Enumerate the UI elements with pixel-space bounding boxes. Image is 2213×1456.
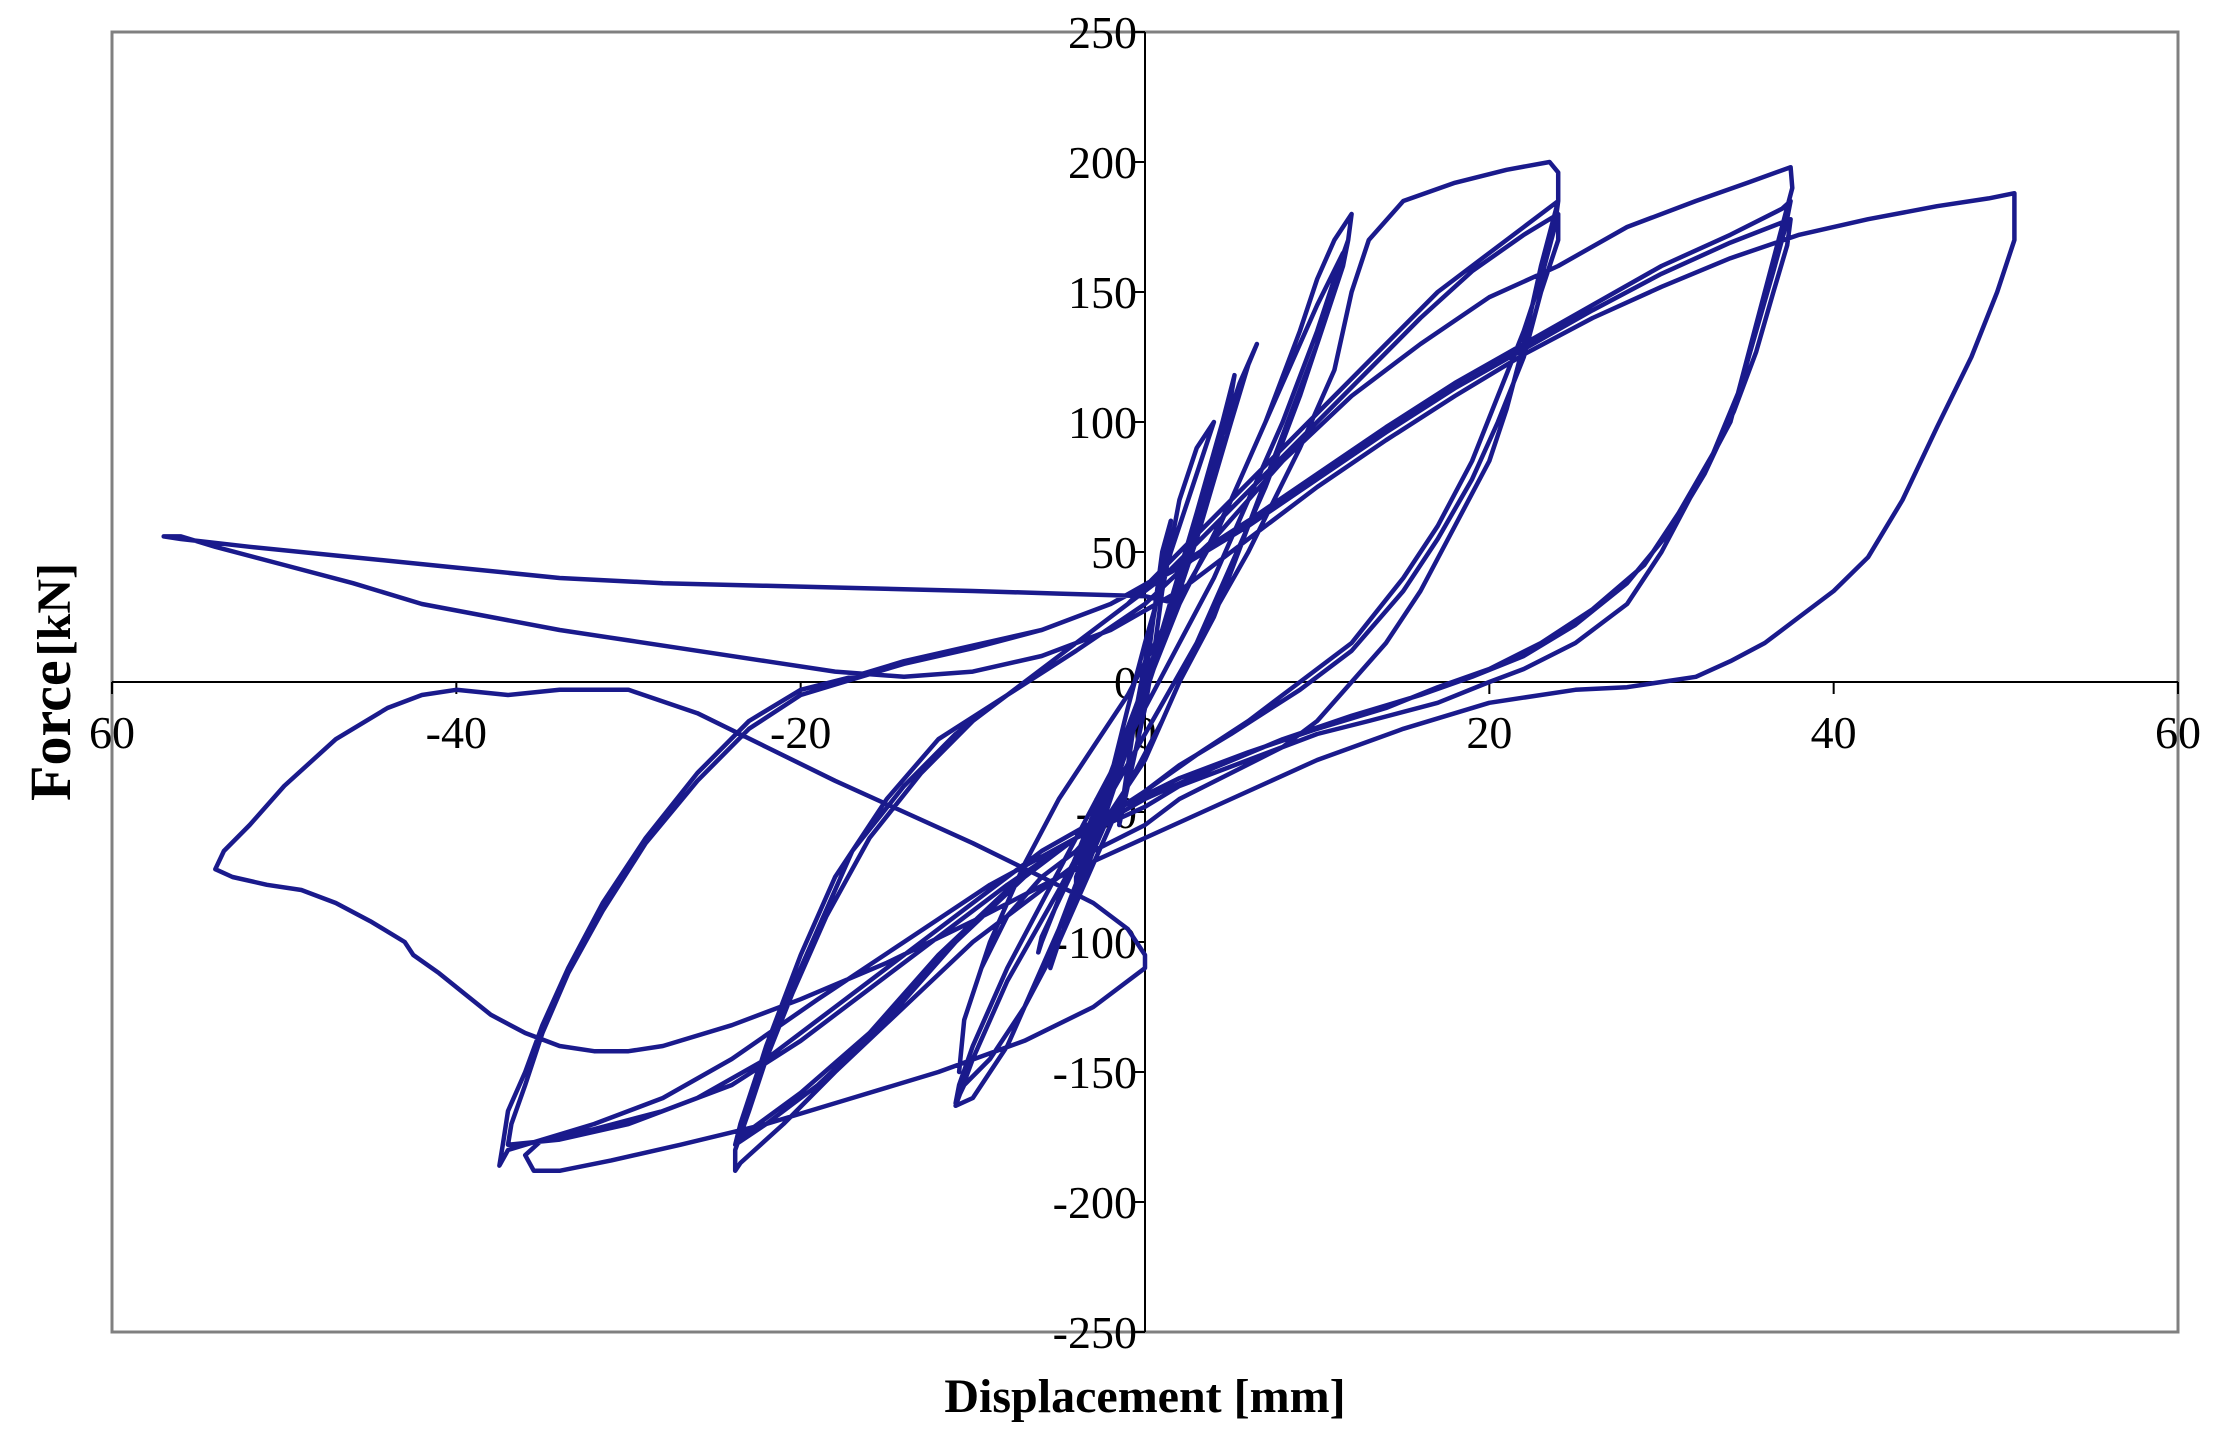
x-tick-label: 60: [89, 707, 135, 758]
x-tick-label: -40: [426, 707, 487, 758]
y-tick-label: 250: [1068, 7, 1137, 58]
x-tick-label: 40: [1811, 707, 1857, 758]
series-layer: [161, 159, 2017, 1174]
y-tick-label: -250: [1053, 1307, 1137, 1358]
y-tick-label: 100: [1068, 397, 1137, 448]
x-axis-label-unit: [mm]: [1234, 1370, 1346, 1423]
x-tick-label: -20: [770, 707, 831, 758]
y-tick-label: 150: [1068, 267, 1137, 318]
y-axis-label-unit: [kN]: [28, 563, 81, 656]
x-tick-label: 60: [2155, 707, 2201, 758]
y-tick-label: 50: [1091, 527, 1137, 578]
x-axis-label: Displacement [mm]: [944, 1370, 1345, 1423]
x-axis-label-quantity: Displacement: [944, 1370, 1221, 1423]
series-line-0: [161, 159, 2017, 1174]
y-axis-label: Force [kN]: [18, 563, 83, 801]
x-tick-label: 20: [1466, 707, 1512, 758]
y-tick-label: -150: [1053, 1047, 1137, 1098]
y-tick-label: -200: [1053, 1177, 1137, 1228]
y-axis-label-quantity: Force: [18, 660, 83, 801]
tick-labels: 60 -40 -20 0 20 40 60250200150100500-50-100-15…: [89, 7, 2201, 1358]
y-tick-label: 200: [1068, 137, 1137, 188]
